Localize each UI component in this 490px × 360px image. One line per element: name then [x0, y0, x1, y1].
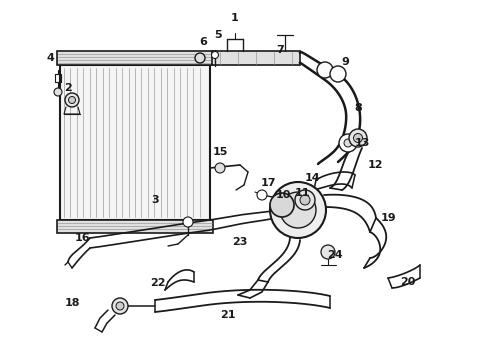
Circle shape	[212, 51, 219, 58]
Circle shape	[300, 195, 310, 205]
Text: 20: 20	[400, 277, 416, 287]
Text: 7: 7	[276, 45, 284, 55]
Circle shape	[280, 192, 316, 228]
Circle shape	[54, 88, 62, 96]
Text: 8: 8	[354, 103, 362, 113]
Circle shape	[353, 134, 363, 143]
Circle shape	[295, 190, 315, 210]
Text: 19: 19	[380, 213, 396, 223]
Text: 13: 13	[354, 138, 369, 148]
Circle shape	[116, 302, 124, 310]
Text: 4: 4	[46, 53, 54, 63]
Bar	[212, 51, 300, 65]
Circle shape	[215, 163, 225, 173]
Text: 6: 6	[199, 37, 207, 47]
Circle shape	[195, 53, 205, 63]
Text: 2: 2	[64, 83, 72, 93]
Text: 10: 10	[275, 190, 291, 200]
Text: 1: 1	[231, 13, 239, 23]
Circle shape	[339, 134, 357, 152]
Circle shape	[344, 139, 352, 147]
Circle shape	[183, 217, 193, 227]
Bar	[60, 65, 210, 220]
Text: 5: 5	[214, 30, 222, 40]
Circle shape	[321, 245, 335, 259]
Text: 14: 14	[304, 173, 320, 183]
Bar	[57, 51, 213, 65]
Circle shape	[65, 93, 79, 107]
Circle shape	[317, 62, 333, 78]
Text: 16: 16	[74, 233, 90, 243]
Circle shape	[330, 66, 346, 82]
Text: 12: 12	[367, 160, 383, 170]
Circle shape	[270, 182, 326, 238]
Text: 22: 22	[150, 278, 166, 288]
Text: 24: 24	[327, 250, 343, 260]
Text: 18: 18	[64, 298, 80, 308]
Text: 21: 21	[220, 310, 236, 320]
Circle shape	[270, 193, 294, 217]
Text: 9: 9	[341, 57, 349, 67]
Circle shape	[69, 96, 75, 104]
Text: 17: 17	[260, 178, 276, 188]
Text: 23: 23	[232, 237, 247, 247]
Bar	[57, 220, 213, 233]
Circle shape	[257, 190, 267, 200]
Text: 15: 15	[212, 147, 228, 157]
Text: 3: 3	[151, 195, 159, 205]
Circle shape	[349, 129, 367, 147]
Circle shape	[112, 298, 128, 314]
Text: 11: 11	[294, 188, 310, 198]
